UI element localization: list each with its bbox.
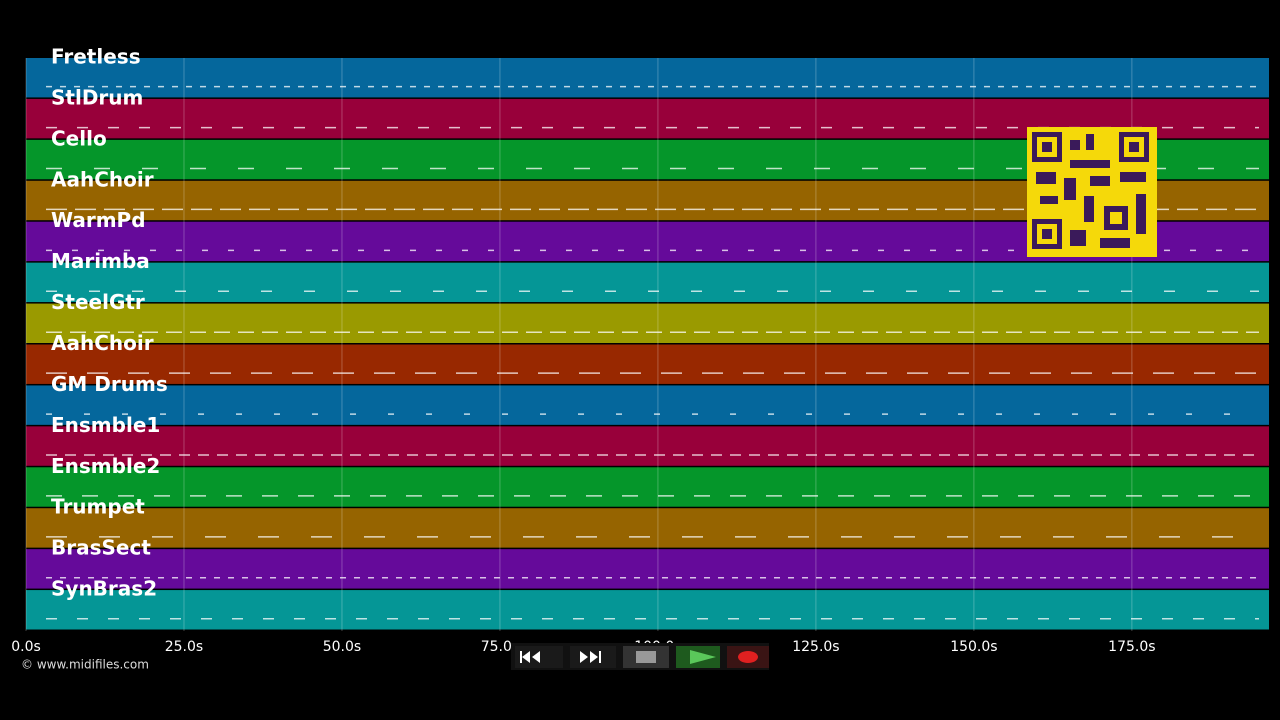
- fast-forward-button[interactable]: [570, 646, 616, 668]
- track-band: [26, 549, 1269, 589]
- track-band: [26, 385, 1269, 425]
- track-label: Ensmble2: [51, 454, 160, 478]
- rewind-button[interactable]: [515, 646, 563, 668]
- track-label: GM Drums: [51, 372, 168, 396]
- x-tick-label: 25.0s: [165, 639, 203, 655]
- x-tick-label: 0.0s: [11, 639, 41, 655]
- stop-button[interactable]: [623, 646, 669, 668]
- track-label: AahChoir: [51, 331, 154, 355]
- qr-code: [1027, 127, 1157, 257]
- track-band: [26, 262, 1269, 303]
- track-label: Fretless: [51, 45, 141, 69]
- x-tick-label: 50.0s: [323, 639, 361, 655]
- track-band: [26, 426, 1269, 466]
- play-button[interactable]: [676, 646, 720, 668]
- track-band: [26, 590, 1269, 630]
- track-labels: Fretless StlDrum Cello AahChoir WarmPd Marimb…: [51, 45, 168, 601]
- track-label: Cello: [51, 126, 107, 150]
- track-label: WarmPd: [51, 208, 146, 232]
- copyright: © www.midifiles.com: [21, 658, 149, 672]
- x-tick-label: 75.0s: [481, 639, 519, 655]
- track-band: [26, 508, 1269, 548]
- track-label: AahChoir: [51, 167, 154, 191]
- record-button[interactable]: [727, 646, 769, 668]
- transport-controls: [511, 643, 769, 670]
- track-band: [26, 467, 1269, 507]
- track-band: [26, 344, 1269, 384]
- track-label: SynBras2: [51, 577, 157, 601]
- track-label: Ensmble1: [51, 413, 160, 437]
- track-band: [26, 303, 1269, 343]
- x-tick-label: 150.0s: [950, 639, 997, 655]
- x-tick-label: 175.0s: [1108, 639, 1155, 655]
- track-label: Trumpet: [51, 495, 145, 519]
- track-label: BrasSect: [51, 536, 151, 560]
- track-band: [26, 58, 1269, 98]
- track-label: StlDrum: [51, 85, 143, 109]
- x-tick-label: 125.0s: [792, 639, 839, 655]
- track-label: Marimba: [51, 249, 150, 273]
- track-label: SteelGtr: [51, 290, 145, 314]
